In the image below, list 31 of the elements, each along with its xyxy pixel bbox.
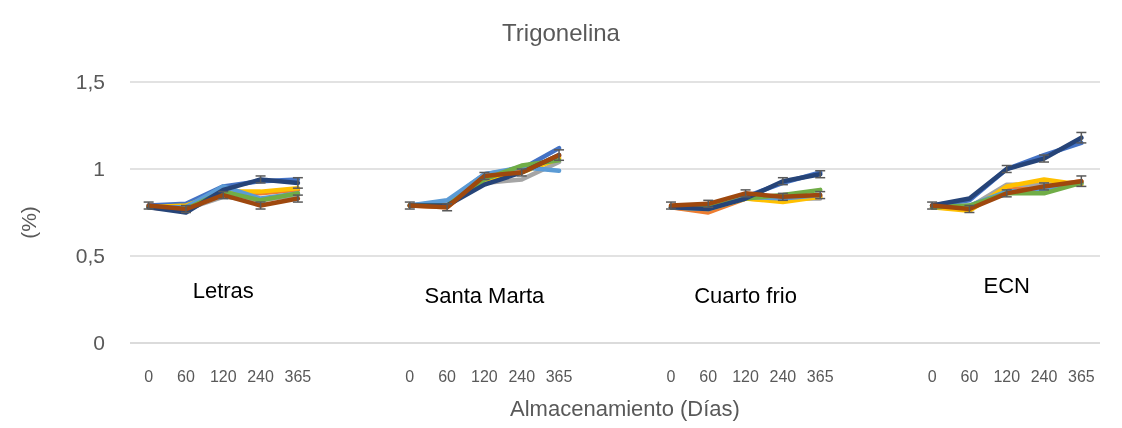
x-tick-label: 240 (508, 368, 536, 385)
y-axis-title: (%) (17, 206, 40, 239)
y-tick-label: 1 (93, 157, 105, 181)
x-tick-label: 120 (209, 368, 237, 385)
x-tick-label: 0 (666, 368, 676, 385)
x-tick-label: 0 (405, 368, 415, 385)
x-tick-label: 240 (769, 368, 797, 385)
x-tick-label: 60 (699, 368, 718, 385)
annotation: ECN (983, 272, 1030, 298)
y-tick-label: 0 (93, 331, 105, 355)
x-tick-label: 120 (993, 368, 1021, 385)
x-tick-label: 365 (1067, 368, 1095, 385)
annotation: Cuarto frio (694, 282, 797, 308)
x-tick-label: 60 (960, 368, 979, 385)
x-axis-title: Almacenamiento (Días) (510, 396, 740, 421)
y-tick-label: 1,5 (75, 70, 105, 94)
x-tick-label: 365 (806, 368, 834, 385)
annotation: Santa Marta (424, 282, 546, 308)
chart-title: Trigonelina (502, 19, 621, 46)
x-tick-label: 365 (284, 368, 312, 385)
x-tick-label: 120 (732, 368, 760, 385)
annotation: Letras (192, 277, 254, 303)
x-tick-label: 0 (144, 368, 154, 385)
y-tick-label: 0,5 (75, 244, 105, 268)
x-tick-label: 60 (438, 368, 457, 385)
x-tick-label: 365 (545, 368, 573, 385)
x-tick-label: 60 (177, 368, 195, 385)
x-tick-label: 0 (927, 368, 937, 385)
x-tick-label: 120 (471, 368, 498, 385)
x-tick-label: 240 (1030, 368, 1058, 385)
x-tick-label: 240 (247, 368, 275, 385)
